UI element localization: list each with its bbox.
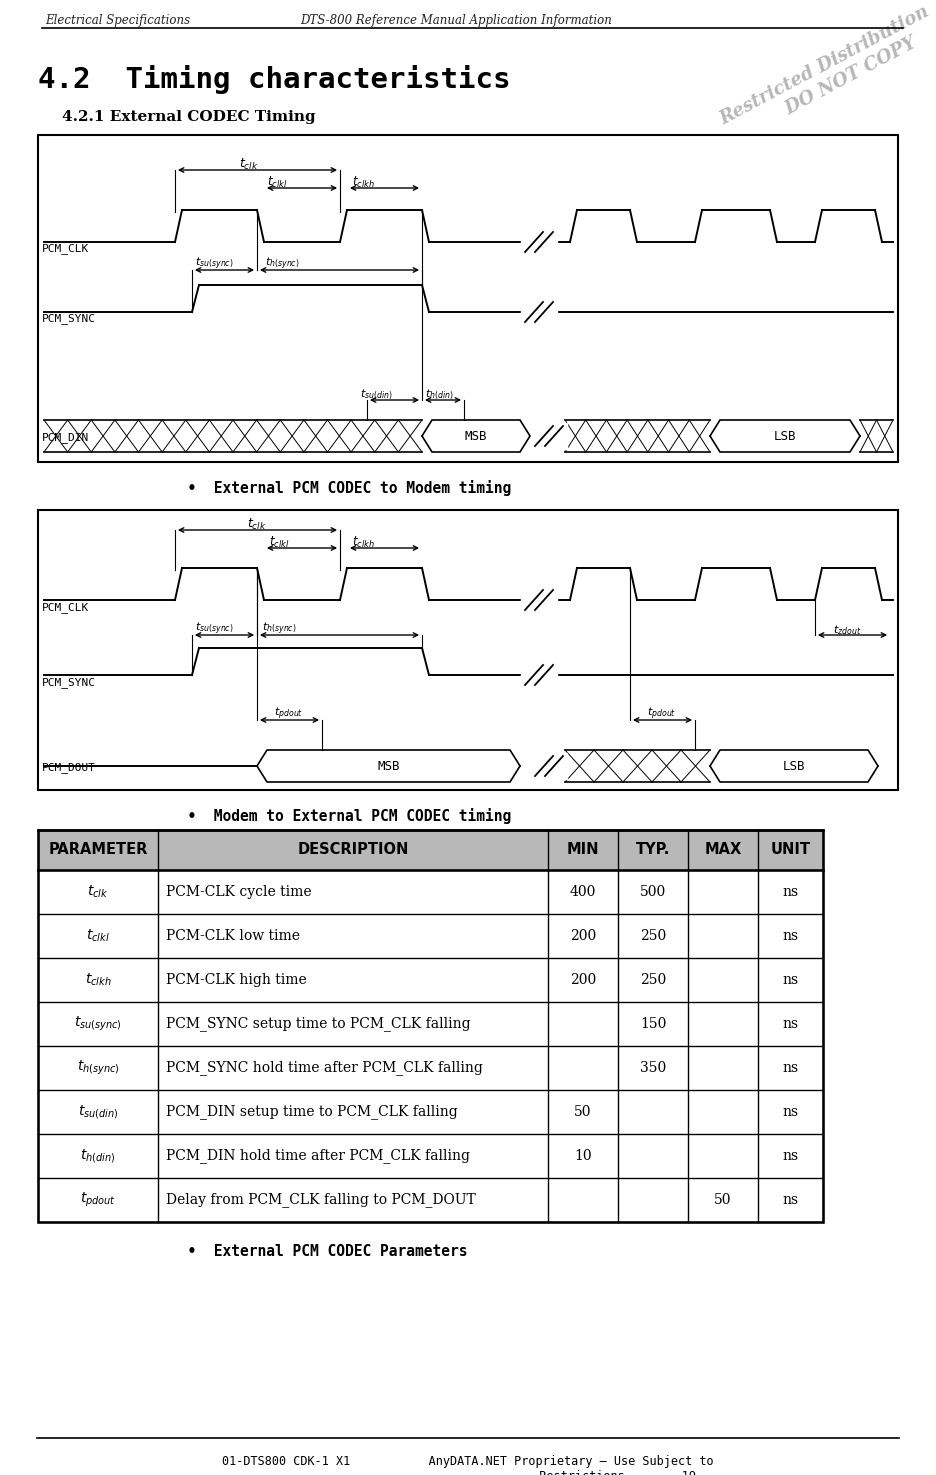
Text: ns: ns: [782, 1193, 798, 1207]
Text: $t_{h(din)}$: $t_{h(din)}$: [425, 388, 454, 403]
Text: PARAMETER: PARAMETER: [49, 842, 148, 857]
Text: $t_{h(sync)}$: $t_{h(sync)}$: [265, 255, 300, 271]
Text: PCM_CLK: PCM_CLK: [42, 243, 89, 254]
Text: ns: ns: [782, 885, 798, 898]
Text: 350: 350: [640, 1061, 666, 1075]
Text: 500: 500: [640, 885, 666, 898]
Text: ns: ns: [782, 1149, 798, 1162]
Text: PCM_SYNC setup time to PCM_CLK falling: PCM_SYNC setup time to PCM_CLK falling: [166, 1016, 471, 1031]
Bar: [38, 830, 823, 870]
Text: $t_{su(din)}$: $t_{su(din)}$: [360, 388, 393, 403]
Text: $t_{su(sync)}$: $t_{su(sync)}$: [195, 255, 234, 271]
Text: MIN: MIN: [567, 842, 599, 857]
Text: PCM_SYNC: PCM_SYNC: [42, 677, 96, 687]
Text: $t_{su(din)}$: $t_{su(din)}$: [78, 1103, 118, 1121]
Text: 200: 200: [570, 929, 596, 943]
Text: LSB: LSB: [782, 760, 805, 773]
Text: Electrical Specifications: Electrical Specifications: [45, 13, 190, 27]
Text: PCM-CLK high time: PCM-CLK high time: [166, 974, 307, 987]
Text: 50: 50: [575, 1105, 592, 1120]
Text: 200: 200: [570, 974, 596, 987]
Text: $t_{pdout}$: $t_{pdout}$: [274, 705, 303, 721]
Text: $t_{clkh}$: $t_{clkh}$: [84, 972, 111, 988]
Text: $t_{h(sync)}$: $t_{h(sync)}$: [77, 1059, 119, 1077]
Text: MSB: MSB: [377, 760, 400, 773]
Bar: [521, 662, 557, 687]
Text: ns: ns: [782, 974, 798, 987]
Text: $t_{pdout}$: $t_{pdout}$: [648, 705, 677, 721]
Bar: [38, 510, 898, 791]
Text: •  External PCM CODEC Parameters: • External PCM CODEC Parameters: [170, 1243, 467, 1260]
Text: $t_{h(sync)}$: $t_{h(sync)}$: [262, 621, 297, 637]
Text: ns: ns: [782, 1061, 798, 1075]
Bar: [521, 229, 557, 255]
Text: PCM_SYNC: PCM_SYNC: [42, 313, 96, 324]
Text: $t_{su(sync)}$: $t_{su(sync)}$: [195, 621, 234, 637]
Bar: [38, 957, 823, 1002]
Text: 250: 250: [640, 929, 666, 943]
Text: $t_{zdout}$: $t_{zdout}$: [833, 624, 861, 637]
Text: PCM_DIN hold time after PCM_CLK falling: PCM_DIN hold time after PCM_CLK falling: [166, 1149, 470, 1164]
Text: TYP.: TYP.: [636, 842, 670, 857]
Text: 250: 250: [640, 974, 666, 987]
Bar: [38, 914, 823, 957]
Bar: [38, 1090, 823, 1134]
Text: PCM_SYNC hold time after PCM_CLK falling: PCM_SYNC hold time after PCM_CLK falling: [166, 1061, 483, 1075]
Bar: [521, 587, 557, 614]
Text: $t_{clk}$: $t_{clk}$: [87, 884, 109, 900]
Text: DESCRIPTION: DESCRIPTION: [298, 842, 409, 857]
Bar: [38, 1134, 823, 1179]
Text: PCM-CLK cycle time: PCM-CLK cycle time: [166, 885, 312, 898]
Text: •  External PCM CODEC to Modem timing: • External PCM CODEC to Modem timing: [170, 479, 511, 496]
Bar: [38, 830, 823, 1221]
Text: MAX: MAX: [705, 842, 741, 857]
Text: UNIT: UNIT: [770, 842, 811, 857]
Text: MSB: MSB: [465, 429, 488, 442]
Text: $t_{pdout}$: $t_{pdout}$: [80, 1190, 116, 1210]
Text: 150: 150: [640, 1016, 666, 1031]
Text: DTS-800 Reference Manual Application Information: DTS-800 Reference Manual Application Inf…: [300, 13, 612, 27]
Text: PCM-CLK low time: PCM-CLK low time: [166, 929, 300, 943]
Text: $t_{clkl}$: $t_{clkl}$: [267, 176, 287, 190]
Text: 01-DTS800 CDK-1 X1           AnyDATA.NET Proprietary – Use Subject to
          : 01-DTS800 CDK-1 X1 AnyDATA.NET Proprieta…: [222, 1454, 714, 1475]
Bar: [38, 1002, 823, 1046]
Text: 400: 400: [570, 885, 596, 898]
Text: Delay from PCM_CLK falling to PCM_DOUT: Delay from PCM_CLK falling to PCM_DOUT: [166, 1193, 475, 1208]
Bar: [38, 870, 823, 914]
Text: $t_{clkh}$: $t_{clkh}$: [352, 176, 374, 190]
Text: PCM_DIN setup time to PCM_CLK falling: PCM_DIN setup time to PCM_CLK falling: [166, 1105, 458, 1120]
Bar: [38, 1046, 823, 1090]
Text: $t_{su(sync)}$: $t_{su(sync)}$: [74, 1015, 122, 1032]
Text: LSB: LSB: [774, 429, 797, 442]
Text: •  Modem to External PCM CODEC timing: • Modem to External PCM CODEC timing: [170, 808, 511, 825]
Text: 4.2  Timing characteristics: 4.2 Timing characteristics: [38, 65, 510, 94]
Text: 50: 50: [714, 1193, 732, 1207]
Text: Restricted Distribution
      DO NOT COPY: Restricted Distribution DO NOT COPY: [717, 3, 936, 148]
Text: $t_{clk}$: $t_{clk}$: [240, 156, 258, 173]
Bar: [521, 299, 557, 324]
Text: ns: ns: [782, 1016, 798, 1031]
Bar: [531, 754, 567, 779]
Text: ns: ns: [782, 929, 798, 943]
Bar: [531, 423, 567, 448]
Text: PCM_CLK: PCM_CLK: [42, 602, 89, 614]
Text: $t_{h(din)}$: $t_{h(din)}$: [80, 1148, 116, 1165]
Text: PCM_DIN: PCM_DIN: [42, 432, 89, 444]
Text: $t_{clk}$: $t_{clk}$: [247, 516, 267, 532]
Bar: [38, 1179, 823, 1221]
Text: ns: ns: [782, 1105, 798, 1120]
Text: PCM_DOUT: PCM_DOUT: [42, 763, 96, 773]
Bar: [38, 136, 898, 462]
Text: $t_{clkl}$: $t_{clkl}$: [269, 535, 289, 550]
Text: 10: 10: [574, 1149, 592, 1162]
Text: 4.2.1 External CODEC Timing: 4.2.1 External CODEC Timing: [62, 111, 315, 124]
Text: $t_{clkl}$: $t_{clkl}$: [86, 928, 110, 944]
Text: $t_{clkh}$: $t_{clkh}$: [352, 535, 374, 550]
